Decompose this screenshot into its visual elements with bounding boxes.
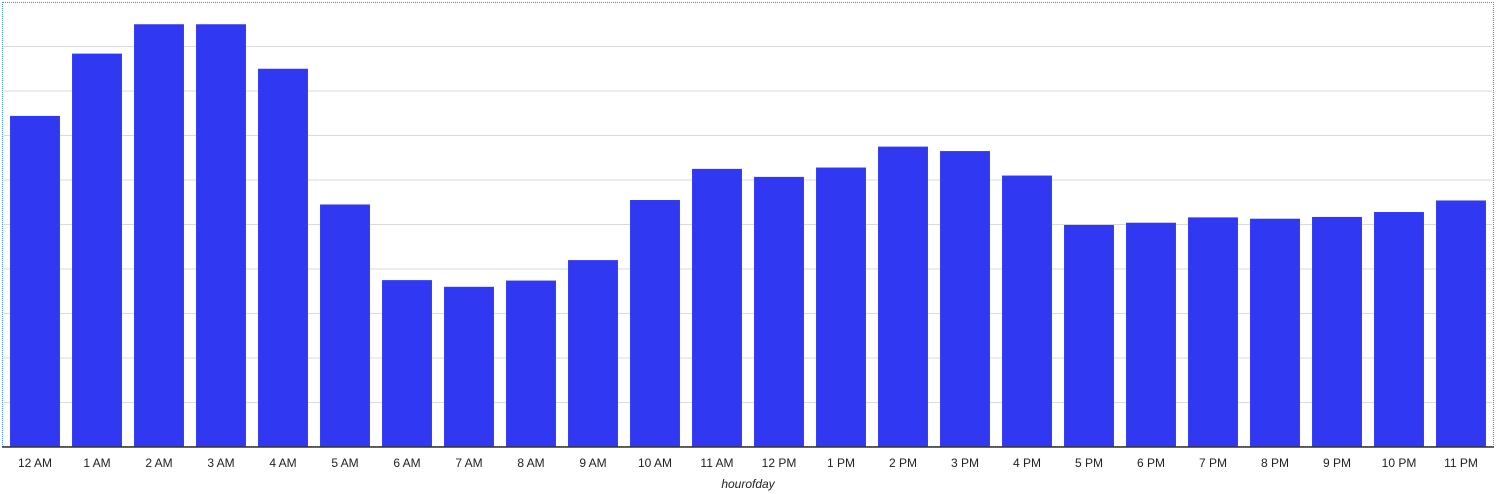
bar-6-am[interactable]	[382, 280, 432, 447]
x-tick-label: 8 AM	[517, 456, 544, 470]
bar-4-am[interactable]	[258, 68, 308, 447]
bar-2-pm[interactable]	[878, 146, 928, 447]
gridlines	[4, 46, 1492, 403]
x-tick-label: 6 AM	[393, 456, 420, 470]
x-tick-label: 1 PM	[827, 456, 855, 470]
bar-10-pm[interactable]	[1374, 212, 1424, 447]
bar-3-am[interactable]	[196, 24, 246, 447]
x-tick-label: 2 AM	[145, 456, 172, 470]
x-tick-label: 7 PM	[1199, 456, 1227, 470]
bar-10-am[interactable]	[630, 200, 680, 447]
x-tick-label: 4 AM	[269, 456, 296, 470]
x-tick-label: 10 PM	[1382, 456, 1417, 470]
x-tick-label: 3 PM	[951, 456, 979, 470]
x-tick-label: 5 PM	[1075, 456, 1103, 470]
x-tick-label: 11 PM	[1444, 456, 1478, 470]
bar-1-am[interactable]	[72, 53, 122, 448]
x-tick-label: 4 PM	[1013, 456, 1041, 470]
bar-3-pm[interactable]	[940, 151, 990, 447]
bar-9-pm[interactable]	[1312, 216, 1362, 447]
bar-7-am[interactable]	[444, 286, 494, 447]
x-tick-labels: 12 AM 1 AM 2 AM 3 AM 4 AM 5 AM 6 AM 7 AM 8 AM 9 A…	[18, 456, 1478, 470]
x-axis-title: hourofday	[721, 477, 775, 491]
bar-12-pm[interactable]	[754, 176, 804, 447]
x-tick-label: 3 AM	[207, 456, 234, 470]
x-tick-label: 2 PM	[889, 456, 917, 470]
bar-4-pm[interactable]	[1002, 175, 1052, 448]
bar-8-pm[interactable]	[1250, 218, 1300, 447]
x-tick-label: 12 PM	[762, 456, 797, 470]
bars	[10, 24, 1486, 448]
bar-12-am[interactable]	[10, 115, 60, 448]
x-tick-label: 8 PM	[1261, 456, 1289, 470]
x-tick-label: 12 AM	[18, 456, 52, 470]
bar-5-am[interactable]	[320, 204, 370, 447]
bar-11-pm[interactable]	[1436, 200, 1486, 447]
x-tick-label: 7 AM	[455, 456, 482, 470]
x-tick-label: 9 AM	[579, 456, 606, 470]
bar-11-am[interactable]	[692, 168, 742, 447]
x-tick-label: 10 AM	[638, 456, 672, 470]
bar-6-pm[interactable]	[1126, 222, 1176, 447]
x-tick-label: 5 AM	[331, 456, 358, 470]
x-tick-label: 1 AM	[83, 456, 110, 470]
bar-8-am[interactable]	[506, 280, 556, 447]
x-tick-label: 9 PM	[1323, 456, 1351, 470]
bar-5-pm[interactable]	[1064, 224, 1114, 447]
x-tick-label: 11 AM	[700, 456, 733, 470]
bar-7-pm[interactable]	[1188, 217, 1238, 447]
x-tick-label: 6 PM	[1137, 456, 1165, 470]
bar-2-am[interactable]	[134, 24, 184, 447]
bar-9-am[interactable]	[568, 260, 618, 447]
bar-1-pm[interactable]	[816, 167, 866, 448]
